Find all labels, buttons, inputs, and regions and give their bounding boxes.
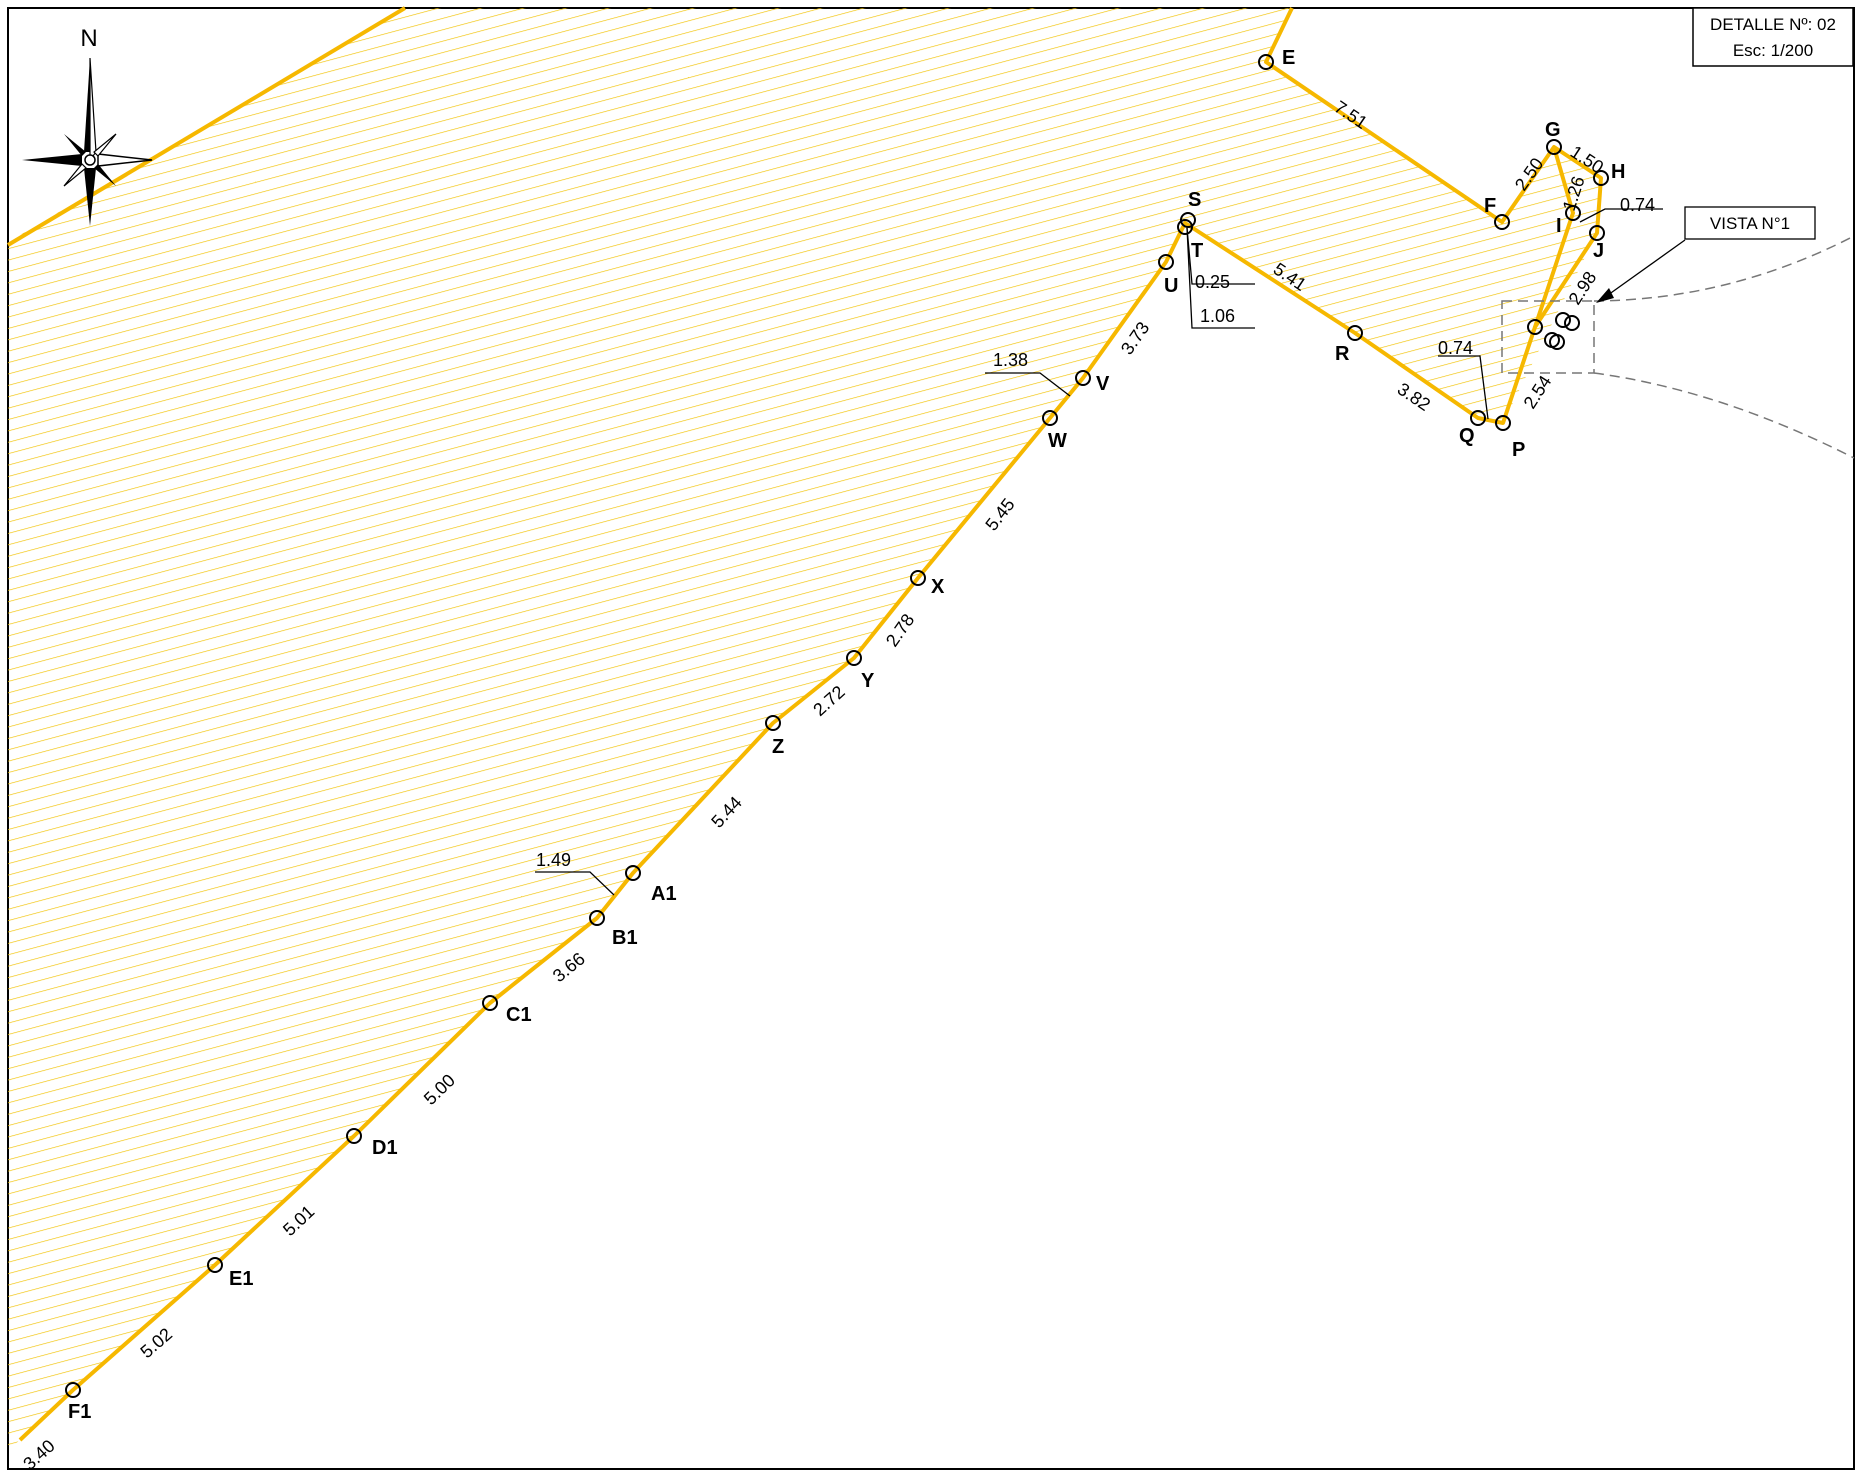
vertex-Y <box>846 650 862 666</box>
segment-label: 0.74 <box>1620 195 1655 215</box>
vertex-F <box>1494 214 1510 230</box>
vertex-E1 <box>207 1257 223 1273</box>
vertex-label: R <box>1335 343 1350 365</box>
vertex-Q <box>1470 410 1486 426</box>
vista-vertex-5 <box>1564 315 1580 331</box>
northwest-boundary <box>6 6 407 247</box>
vertex-label: D1 <box>372 1137 398 1159</box>
vertex-label: J <box>1593 240 1604 262</box>
vertex-S <box>1180 212 1196 228</box>
vertex-label: V <box>1096 373 1110 395</box>
vertex-I <box>1565 205 1581 221</box>
north-arrow-icon <box>22 57 153 226</box>
vista-callout-arrow <box>1607 239 1686 296</box>
vertex-label: Z <box>772 736 784 758</box>
vertex-J <box>1589 225 1605 241</box>
vertex-label: P <box>1512 439 1525 461</box>
leader-lines <box>535 208 1663 896</box>
vertex-R <box>1347 325 1363 341</box>
title-block: DETALLE Nº: 02 Esc: 1/200 <box>1692 7 1854 67</box>
vertex-label: E <box>1282 47 1295 69</box>
title-detail: DETALLE Nº: 02 <box>1710 15 1836 34</box>
vertex-V <box>1075 370 1091 386</box>
vertex-label: G <box>1545 119 1561 141</box>
vertex-label: U <box>1164 275 1178 297</box>
segment-label: 0.25 <box>1195 272 1230 292</box>
vertex-label: S <box>1188 189 1201 211</box>
vista-vertex-3 <box>1549 334 1565 350</box>
segment-label: 1.06 <box>1200 306 1235 326</box>
vertex-markers <box>65 54 1609 1398</box>
hatched-parcel <box>8 8 1601 1451</box>
vertex-U <box>1158 254 1174 270</box>
north-label: N <box>80 25 97 52</box>
vertex-label: A1 <box>651 883 677 905</box>
vertex-Z <box>765 715 781 731</box>
vertex-label: E1 <box>229 1268 253 1290</box>
vertex-label: F1 <box>68 1401 91 1423</box>
vista-vertex-4 <box>1555 312 1571 328</box>
segment-label: 1.38 <box>993 350 1028 370</box>
vertex-label: F <box>1484 195 1496 217</box>
vertex-label: Q <box>1459 425 1475 447</box>
vertex-label: H <box>1611 161 1625 183</box>
vertex-C1 <box>482 995 498 1011</box>
vertex-A1 <box>625 865 641 881</box>
inner-boundary <box>1533 146 1576 328</box>
parcel-boundary <box>18 7 1603 1442</box>
vertex-X <box>910 570 926 586</box>
vista-vertex-1 <box>1527 319 1543 335</box>
vertex-F1 <box>65 1382 81 1398</box>
vertex-label: C1 <box>506 1004 532 1026</box>
vertex-W <box>1042 410 1058 426</box>
vertex-P <box>1495 415 1511 431</box>
vertex-label: B1 <box>612 927 638 949</box>
vista-callout-text: VISTA N°1 <box>1710 214 1790 233</box>
segment-label: 0.74 <box>1438 338 1473 358</box>
vertex-label: I <box>1556 215 1562 237</box>
vertex-B1 <box>589 910 605 926</box>
vertex-E <box>1258 54 1274 70</box>
vertex-D1 <box>346 1128 362 1144</box>
vista-dashed-zone <box>1501 235 1855 459</box>
vista-arrowhead <box>1596 288 1614 303</box>
vertex-T <box>1177 219 1193 235</box>
vertex-G <box>1546 139 1562 155</box>
vertex-label: X <box>931 576 945 598</box>
segment-label: 1.49 <box>536 850 571 870</box>
vertex-label: T <box>1191 240 1203 262</box>
vertex-H <box>1593 170 1609 186</box>
vista-callout-box <box>1684 206 1816 240</box>
vertex-labels: E F G H I J P Q R S T U V W X Y Z A1 B1 … <box>68 47 1625 1423</box>
vertex-label: W <box>1048 430 1067 452</box>
title-scale: Esc: 1/200 <box>1733 41 1813 60</box>
vertex-label: Y <box>861 670 875 692</box>
